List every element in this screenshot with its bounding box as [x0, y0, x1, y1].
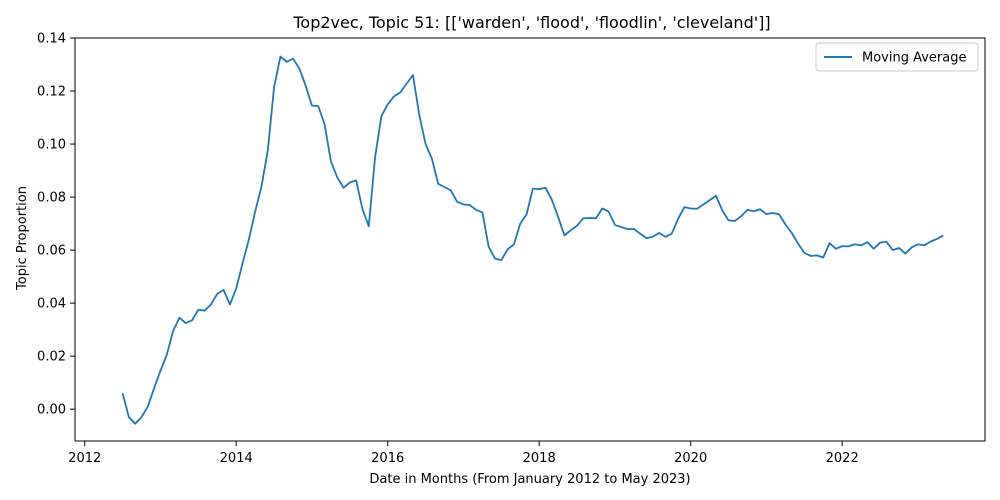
x-tick-label: 2020: [674, 451, 707, 466]
series-line-moving-average: [121, 55, 944, 425]
y-tick-label: 0.14: [37, 32, 66, 47]
chart-title: Top2vec, Topic 51: [['warden', 'flood', …: [292, 13, 770, 32]
x-tick-label: 2016: [371, 451, 404, 466]
y-tick-label: 0.02: [37, 350, 66, 365]
legend-box: [815, 42, 979, 72]
y-tick-label: 0.08: [37, 191, 66, 206]
y-tick-label: 0.10: [37, 138, 66, 153]
y-axis-title: Topic Proportion: [15, 186, 30, 291]
legend-label: Moving Average: [862, 51, 966, 66]
x-tick-label: 2012: [68, 451, 101, 466]
x-tick-label: 2018: [523, 451, 556, 466]
y-tick-label: 0.06: [37, 244, 66, 259]
y-tick-label: 0.04: [37, 297, 66, 312]
legend: Moving Average: [815, 42, 979, 72]
plot-area: [74, 37, 986, 442]
x-axis-title: Date in Months (From January 2012 to May…: [369, 472, 690, 487]
x-tick-label: 2022: [826, 451, 859, 466]
y-axis: 0.00 0.02 0.04 0.06 0.08 0.10 0.12 0.14: [37, 32, 75, 418]
y-tick-label: 0.12: [37, 85, 66, 100]
y-tick-label: 0.00: [37, 403, 66, 418]
x-axis: 2012 2014 2016 2018 2020 2022: [68, 441, 859, 466]
plot-frame: [74, 37, 986, 442]
x-tick-label: 2014: [220, 451, 253, 466]
